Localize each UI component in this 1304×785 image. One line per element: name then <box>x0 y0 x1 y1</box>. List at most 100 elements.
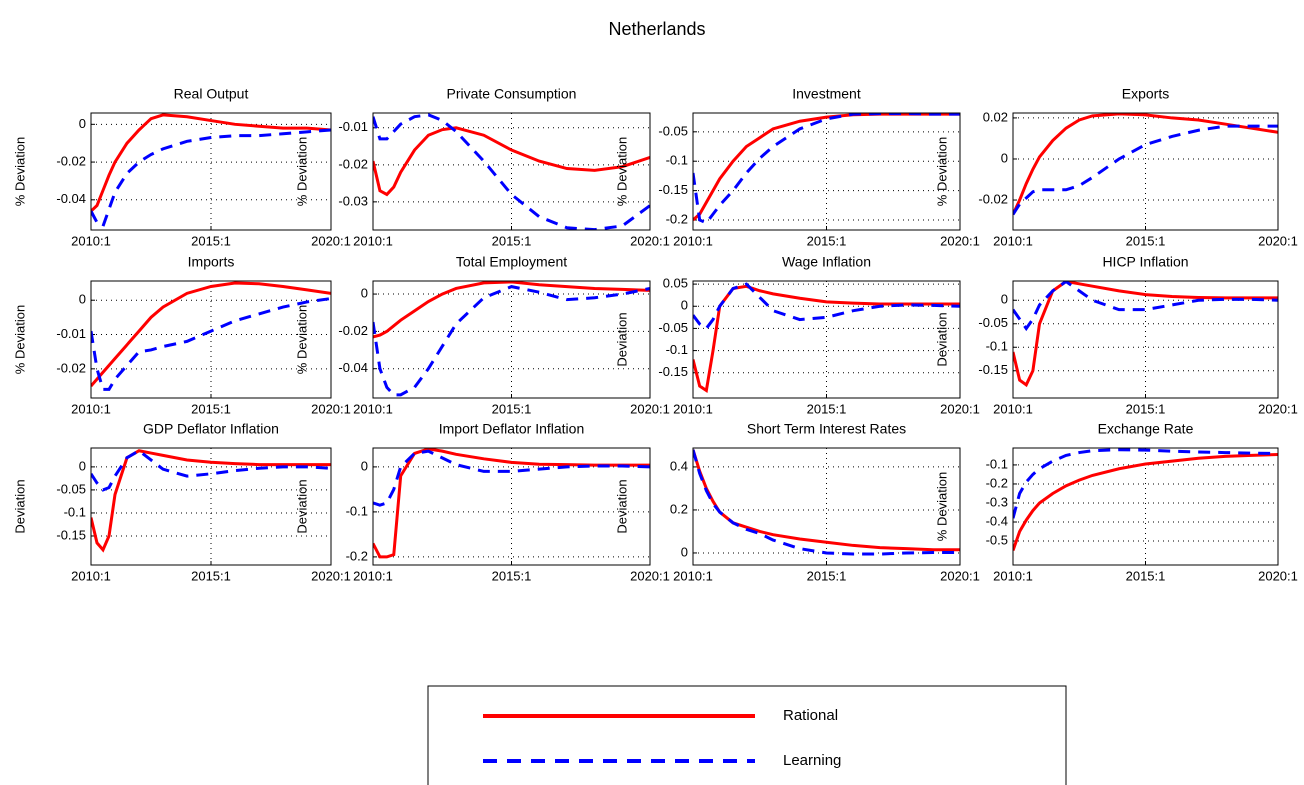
series-line <box>1013 448 1278 519</box>
plot-area <box>693 281 960 398</box>
x-tick-label: 2015:1 <box>1126 233 1166 248</box>
subplot-title: Import Deflator Inflation <box>439 421 585 437</box>
y-tick-label: 0 <box>361 285 368 300</box>
subplot: -0.15 -0.1 -0.05 0 2010:1 2015:1 2020:1 HICP In… <box>934 254 1297 417</box>
y-tick-label: -0.2 <box>986 475 1008 490</box>
y-tick-label: -0.1 <box>666 342 688 357</box>
axes-box <box>372 280 651 399</box>
x-tick-label: 2015:1 <box>492 233 532 248</box>
series-line <box>91 449 331 553</box>
axes-box <box>372 112 651 231</box>
y-tick-label: -0.3 <box>986 494 1008 509</box>
subplot-title: GDP Deflator Inflation <box>143 421 279 437</box>
series-line <box>373 449 650 507</box>
y-tick-label: 0 <box>361 458 368 473</box>
legend-label: Rational <box>783 707 838 724</box>
x-tick-label: 2020:1 <box>630 401 670 416</box>
subplot: -0.2 -0.15 -0.1 -0.05 2010:1 2015:1 2020:1 Inve… <box>614 86 979 249</box>
y-tick-label: 0 <box>79 292 86 307</box>
subplot: -0.5 -0.4 -0.3 -0.2 -0.1 2010:1 2015:1 2020:1 Ex… <box>934 421 1297 584</box>
subplot: -0.02 0 0.02 2010:1 2015:1 2020:1 Exports % Dev… <box>934 86 1297 249</box>
x-tick-label: 2020:1 <box>630 568 670 583</box>
subplot: -0.2 -0.1 0 2010:1 2015:1 2020:1 Import Deflat… <box>294 421 669 584</box>
x-tick-label: 2020:1 <box>311 568 351 583</box>
series-line <box>91 448 331 492</box>
axes-box <box>372 447 651 566</box>
y-tick-label: 0.2 <box>670 501 688 516</box>
plot-area <box>693 448 960 565</box>
y-tick-label: -0.02 <box>56 360 86 375</box>
y-tick-label: -0.05 <box>978 315 1008 330</box>
y-tick-label: 0 <box>1001 150 1008 165</box>
series-line <box>91 297 331 391</box>
series-line <box>1013 281 1278 332</box>
axes-box <box>1012 280 1279 399</box>
subplot-title: Real Output <box>174 86 249 102</box>
y-axis-label: Deviation <box>614 479 629 533</box>
series-line <box>693 284 960 394</box>
series-line <box>373 448 650 559</box>
axes-box <box>1012 112 1279 231</box>
x-tick-label: 2015:1 <box>191 568 231 583</box>
y-axis-label: Deviation <box>294 479 309 533</box>
series-line <box>693 449 960 556</box>
series-line <box>373 281 650 339</box>
y-tick-label: -0.02 <box>338 323 368 338</box>
x-tick-label: 2015:1 <box>492 401 532 416</box>
y-axis-label: % Deviation <box>12 305 27 374</box>
series-line <box>91 128 331 229</box>
x-tick-label: 2010:1 <box>353 401 393 416</box>
legend-label: Learning <box>783 752 841 769</box>
axes-box <box>1012 447 1279 566</box>
x-tick-label: 2010:1 <box>993 568 1033 583</box>
x-tick-label: 2020:1 <box>940 233 980 248</box>
plot-area <box>373 113 650 230</box>
x-tick-label: 2020:1 <box>940 401 980 416</box>
y-axis-label: Deviation <box>614 312 629 366</box>
axes-box <box>90 112 332 231</box>
plot-area <box>1013 448 1278 565</box>
y-axis-label: % Deviation <box>294 305 309 374</box>
series-line <box>91 113 331 213</box>
y-tick-label: -0.05 <box>658 320 688 335</box>
series-line <box>1013 113 1278 216</box>
y-tick-label: 0.4 <box>670 458 688 473</box>
x-tick-label: 2020:1 <box>630 233 670 248</box>
plot-area <box>1013 113 1278 230</box>
subplot-title: Private Consumption <box>447 86 577 102</box>
y-tick-label: -0.04 <box>56 191 86 206</box>
subplot: -0.03 -0.02 -0.01 2010:1 2015:1 2020:1 Private… <box>294 86 669 249</box>
y-axis-label: % Deviation <box>934 137 949 206</box>
series-line <box>91 281 331 387</box>
y-axis-label: % Deviation <box>294 137 309 206</box>
series-line <box>693 282 960 331</box>
subplot: -0.15 -0.1 -0.05 0 0.05 2010:1 2015:1 2020:1 Wag… <box>614 254 979 417</box>
y-tick-label: -0.02 <box>978 191 1008 206</box>
figure-title: Netherlands <box>608 19 705 39</box>
series-line <box>693 113 960 225</box>
subplot-title: Short Term Interest Rates <box>747 421 906 437</box>
y-tick-label: -0.1 <box>64 504 86 519</box>
axes-box <box>90 280 332 399</box>
y-tick-label: -0.05 <box>56 481 86 496</box>
y-tick-label: -0.5 <box>986 532 1008 547</box>
plot-area <box>91 448 331 565</box>
series-line <box>1013 281 1278 388</box>
x-tick-label: 2020:1 <box>1258 568 1298 583</box>
axes-box <box>90 447 332 566</box>
y-tick-label: 0 <box>79 116 86 131</box>
plot-area <box>693 113 960 230</box>
y-axis-label: Deviation <box>934 312 949 366</box>
subplot-title: Investment <box>792 86 861 102</box>
subplot: -0.04 -0.02 0 2010:1 2015:1 2020:1 Real Output… <box>12 86 350 249</box>
subplot-title: Exchange Rate <box>1098 421 1194 437</box>
y-tick-label: -0.15 <box>978 362 1008 377</box>
y-tick-label: -0.4 <box>986 513 1008 528</box>
y-tick-label: -0.02 <box>56 154 86 169</box>
y-axis-label: % Deviation <box>12 137 27 206</box>
axes-box <box>692 112 961 231</box>
x-tick-label: 2010:1 <box>993 233 1033 248</box>
y-tick-label: -0.05 <box>658 123 688 138</box>
